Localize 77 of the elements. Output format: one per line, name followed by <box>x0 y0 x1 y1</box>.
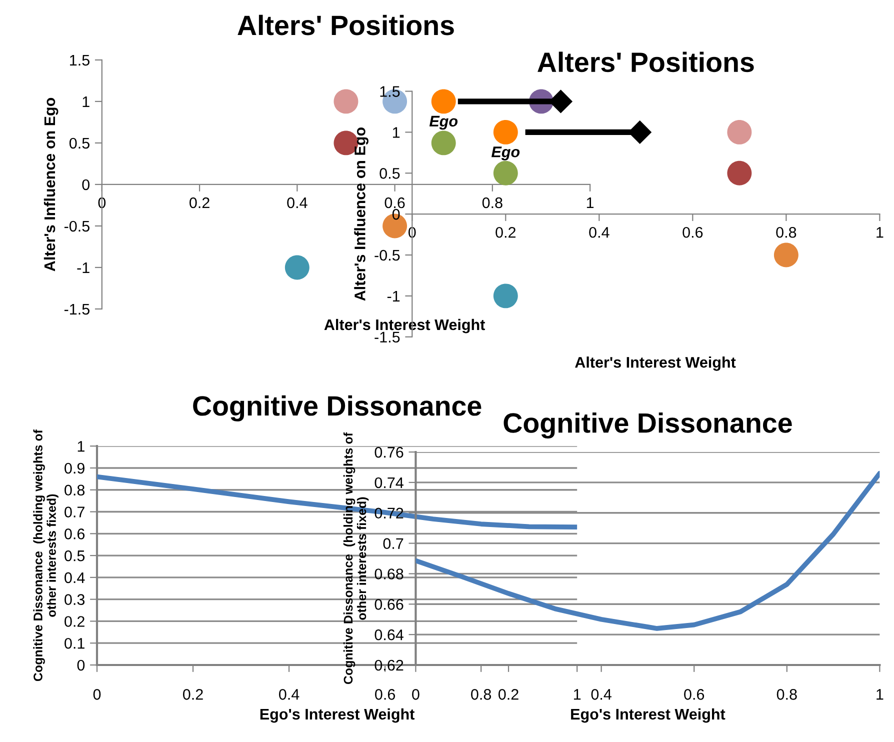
x-tick-label: 0 <box>412 688 420 700</box>
chart-title: Cognitive Dissonance <box>504 412 792 438</box>
x-axis-title: Ego's Interest Weight <box>260 708 415 723</box>
y-tick-label: 0.8 <box>64 484 85 496</box>
x-tick-label: 1 <box>876 227 884 238</box>
point <box>284 255 310 280</box>
point <box>431 89 456 114</box>
x-axis-title: Ego's Interest Weight <box>571 708 726 723</box>
x-tick-label: 0 <box>93 688 101 700</box>
point <box>431 130 456 156</box>
x-tick-label: 0.2 <box>496 226 516 238</box>
point <box>493 160 518 186</box>
y-tick-label: 0.5 <box>380 168 400 179</box>
y-tick-label: -1.5 <box>374 332 400 343</box>
point <box>727 120 752 144</box>
chart-title: Alters' Positions <box>238 14 454 36</box>
y-tick-label: -1.5 <box>64 304 90 315</box>
x-tick-label: 0 <box>408 226 416 238</box>
y-axis-title: Cognitive Dissonance (holding weights of other interests fixed) <box>33 429 58 682</box>
x-tick-label: 0.6 <box>682 226 703 238</box>
x-tick-label: 0.2 <box>498 688 518 700</box>
y-tick-label: 0.3 <box>64 594 85 605</box>
y-tick-label: 0.5 <box>69 138 90 149</box>
y-tick-label: 1.5 <box>380 86 400 97</box>
series-label: Ego <box>429 116 458 130</box>
y-tick-label: 1 <box>82 96 90 107</box>
x-tick-label: 1 <box>586 198 594 208</box>
x-tick-label: 0.6 <box>684 688 704 700</box>
point <box>493 284 518 308</box>
x-tick-label: 0.2 <box>190 197 210 208</box>
x-tick-label: 0.4 <box>279 688 300 700</box>
chart-title: Cognitive Dissonance <box>193 395 482 422</box>
y-tick-label: 0.68 <box>374 568 404 580</box>
line-series <box>416 470 880 631</box>
x-axis-title: Alter's Interest Weight <box>575 356 736 371</box>
x-tick-label: 1 <box>574 689 581 700</box>
point <box>727 160 752 186</box>
y-tick-label: 0.2 <box>64 616 84 627</box>
x-tick-label: 0.8 <box>776 226 796 238</box>
x-tick-label: 0.8 <box>471 688 492 700</box>
y-axis-title: Cognitive Dissonance (holding weights of other interests fixed) <box>343 432 369 684</box>
y-tick-label: 0.5 <box>64 550 85 562</box>
point <box>493 120 518 144</box>
y-tick-label: 0.1 <box>64 638 84 649</box>
y-tick-label: 0.6 <box>64 528 85 540</box>
point <box>334 89 358 114</box>
y-tick-label: -1 <box>77 262 90 273</box>
y-tick-label: -0.5 <box>374 250 400 261</box>
series-label: Ego <box>491 146 520 160</box>
y-axis-title: Alter's Influence on Ego <box>354 128 368 301</box>
y-tick-label: -0.5 <box>64 220 90 232</box>
y-axis-title: Alter's Influence on Ego <box>44 98 58 272</box>
x-tick-label: 1 <box>876 689 884 700</box>
y-tick-label: 0.66 <box>374 599 404 610</box>
x-tick-label: 0.4 <box>287 197 308 208</box>
y-tick-label: 0.62 <box>374 660 404 671</box>
y-tick-label: 0.7 <box>383 538 404 549</box>
x-tick-label: 0.4 <box>589 226 610 238</box>
x-tick-label: 0.8 <box>776 688 797 700</box>
y-tick-label: 0.9 <box>64 462 84 474</box>
y-tick-label: -1 <box>387 290 400 302</box>
y-tick-label: 1 <box>78 441 84 452</box>
y-tick-label: 0.4 <box>64 572 85 584</box>
chart-title: Alters' Positions <box>538 52 754 72</box>
y-tick-label: 1 <box>392 127 400 138</box>
point <box>774 242 798 268</box>
y-tick-label: 1.5 <box>70 54 90 66</box>
y-tick-label: 0.7 <box>64 506 84 518</box>
x-tick-label: 0 <box>98 197 106 208</box>
y-tick-label: 0.74 <box>374 477 404 488</box>
x-tick-label: 0.4 <box>591 688 612 700</box>
y-tick-label: 0.64 <box>374 629 404 640</box>
x-tick-label: 0.8 <box>482 197 502 208</box>
y-tick-label: 0 <box>77 660 85 671</box>
y-tick-label: 0 <box>82 179 90 190</box>
y-tick-label: 0.76 <box>374 446 404 458</box>
x-tick-label: 0.2 <box>182 688 203 700</box>
